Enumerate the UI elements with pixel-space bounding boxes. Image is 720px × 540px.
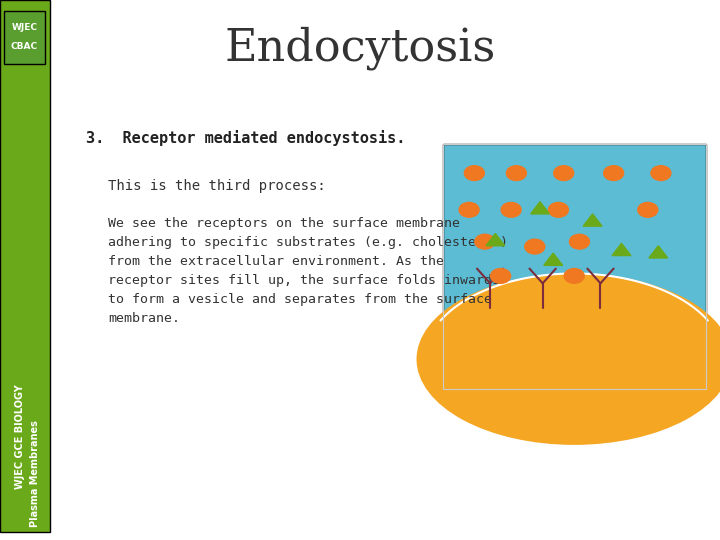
Circle shape bbox=[490, 268, 510, 284]
Text: CBAC: CBAC bbox=[11, 42, 38, 51]
Circle shape bbox=[525, 239, 545, 254]
Circle shape bbox=[564, 268, 584, 284]
Circle shape bbox=[549, 202, 568, 217]
Circle shape bbox=[570, 234, 590, 249]
FancyBboxPatch shape bbox=[4, 11, 45, 64]
Text: Endocytosis: Endocytosis bbox=[225, 26, 495, 70]
Circle shape bbox=[651, 166, 671, 180]
FancyBboxPatch shape bbox=[443, 144, 706, 389]
Circle shape bbox=[501, 202, 521, 217]
FancyBboxPatch shape bbox=[0, 0, 50, 532]
Polygon shape bbox=[486, 233, 505, 246]
Text: We see the receptors on the surface membrane
adhering to specific substrates (e.: We see the receptors on the surface memb… bbox=[108, 218, 508, 326]
Circle shape bbox=[506, 166, 526, 180]
Text: This is the third process:: This is the third process: bbox=[108, 179, 325, 193]
Text: WJEC: WJEC bbox=[12, 23, 37, 32]
Text: WJEC GCE BIOLOGY: WJEC GCE BIOLOGY bbox=[15, 384, 25, 489]
Text: 3.  Receptor mediated endocystosis.: 3. Receptor mediated endocystosis. bbox=[86, 130, 406, 146]
Ellipse shape bbox=[417, 273, 720, 445]
Circle shape bbox=[554, 166, 574, 180]
Circle shape bbox=[464, 166, 485, 180]
Polygon shape bbox=[583, 214, 602, 226]
Circle shape bbox=[475, 234, 495, 249]
Polygon shape bbox=[531, 201, 549, 214]
Polygon shape bbox=[612, 244, 631, 255]
Polygon shape bbox=[649, 246, 667, 258]
Circle shape bbox=[603, 166, 624, 180]
Text: Plasma Membranes: Plasma Membranes bbox=[30, 420, 40, 527]
Circle shape bbox=[638, 202, 658, 217]
Circle shape bbox=[459, 202, 479, 217]
Polygon shape bbox=[544, 253, 562, 265]
